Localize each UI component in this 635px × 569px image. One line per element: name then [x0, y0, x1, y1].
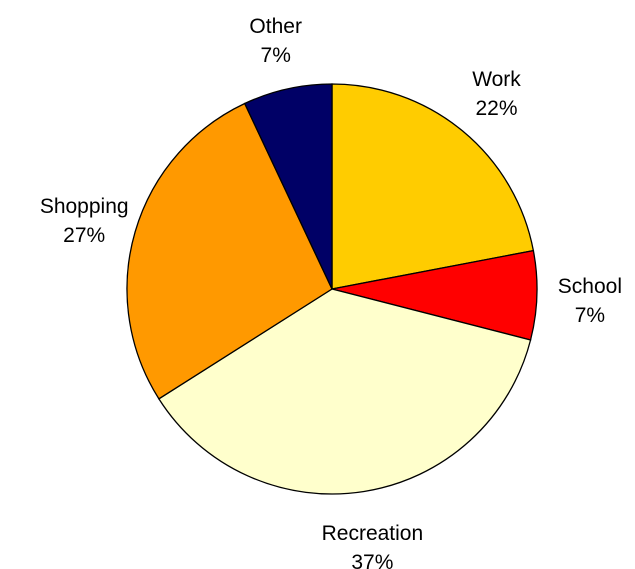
slice-category-label: Other — [249, 15, 302, 38]
slice-label-recreation: Recreation 37% — [322, 522, 424, 569]
slice-percent-label: 7% — [575, 304, 605, 327]
pie-labels: Work 22% School 7% Recreation 37% Shopping 27% O… — [40, 15, 622, 569]
slice-category-label: School — [558, 275, 622, 298]
slice-label-shopping: Shopping 27% — [40, 195, 129, 247]
slice-label-work: Work 22% — [472, 68, 521, 120]
pie-slice-other — [243, 83, 333, 290]
slice-percent-label: 7% — [261, 44, 291, 67]
slice-label-other: Other 7% — [249, 15, 302, 67]
slice-label-school: School 7% — [558, 275, 622, 327]
slice-category-label: Recreation — [322, 522, 424, 545]
slice-percent-label: 22% — [475, 97, 517, 120]
slice-category-label: Shopping — [40, 195, 129, 218]
pie-slice-shopping — [126, 102, 333, 400]
slice-percent-label: 27% — [63, 224, 105, 247]
pie-slices — [126, 83, 538, 495]
slice-category-label: Work — [472, 68, 521, 91]
slice-percent-label: 37% — [351, 551, 393, 569]
pie-slice-work — [331, 83, 535, 290]
